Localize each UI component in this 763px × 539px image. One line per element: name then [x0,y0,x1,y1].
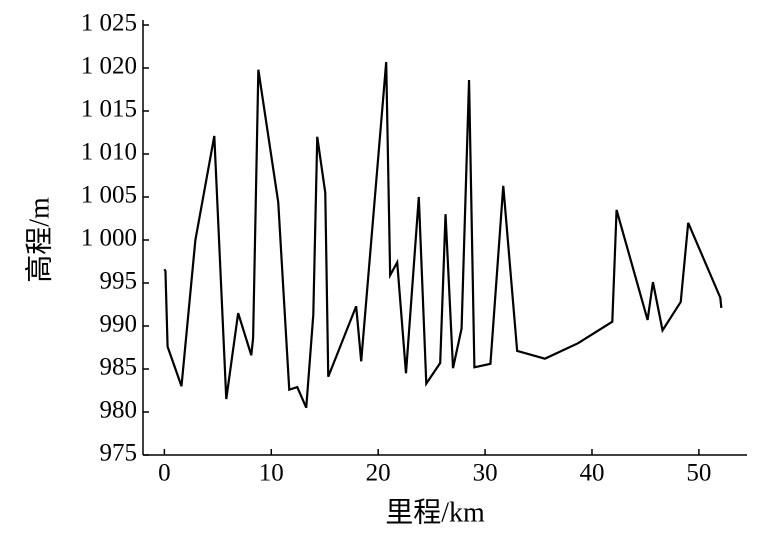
y-tick-label: 975 [100,440,138,467]
x-tick-label: 40 [579,460,604,487]
x-tick-label: 50 [686,460,711,487]
y-tick-label: 985 [100,354,138,381]
x-tick-label: 30 [473,460,498,487]
y-tick-label: 1 010 [81,139,137,166]
y-tick-label: 1 005 [81,182,137,209]
x-tick-label: 0 [158,460,171,487]
y-tick-label: 995 [100,268,138,295]
y-tick-label: 1 020 [81,53,137,80]
x-tick-label: 20 [366,460,391,487]
x-axis-label: 里程/km [385,497,485,528]
y-axis-label: 高程/m [23,197,55,283]
y-tick-label: 1 000 [81,225,137,252]
y-tick-label: 980 [100,397,138,424]
line [163,61,723,409]
y-tick-label: 1 015 [81,96,137,123]
y-tick-label: 1 025 [81,10,137,37]
x-tick-label: 10 [259,460,284,487]
y-tick-label: 990 [100,311,138,338]
